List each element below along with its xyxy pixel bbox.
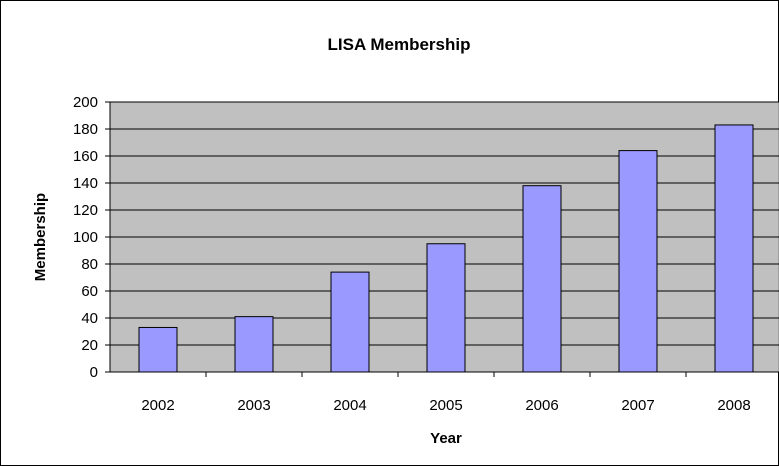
y-axis: 0 20 40 60 80 100 120 140 160 180 200: [73, 94, 111, 381]
y-tick-label: 160: [73, 148, 98, 165]
x-tick-label: 2008: [717, 397, 750, 414]
x-tick-label: 2003: [237, 397, 270, 414]
bar-2004: [330, 271, 370, 373]
y-tick-label: 80: [81, 256, 98, 273]
x-axis-title: Year: [430, 430, 462, 447]
bars: [138, 124, 754, 373]
bar-2008: [714, 124, 754, 373]
y-tick-label: 40: [81, 310, 98, 327]
y-tick-label: 20: [81, 337, 98, 354]
y-axis-title: Membership: [32, 193, 49, 281]
x-tick-label: 2007: [621, 397, 654, 414]
y-tick-label: 100: [73, 229, 98, 246]
x-axis: 2002 2003 2004 2005 2006 2007 2008: [110, 371, 779, 414]
x-tick-label: 2004: [333, 397, 366, 414]
x-tick-label: 2006: [525, 397, 558, 414]
x-tick-label: 2005: [429, 397, 462, 414]
y-tick-label: 180: [73, 121, 98, 138]
bar-2002: [138, 326, 178, 373]
chart-title: LISA Membership: [328, 35, 471, 54]
y-tick-label: 200: [73, 94, 98, 111]
bar-2003: [234, 316, 274, 373]
gridlines: [110, 101, 779, 346]
y-tick-label: 0: [90, 364, 98, 381]
bar-2005: [426, 243, 466, 373]
y-tick-label: 140: [73, 175, 98, 192]
y-tick-label: 120: [73, 202, 98, 219]
bar-2007: [618, 150, 658, 373]
y-tick-label: 60: [81, 283, 98, 300]
bar-2006: [522, 185, 562, 373]
x-tick-label: 2002: [141, 397, 174, 414]
